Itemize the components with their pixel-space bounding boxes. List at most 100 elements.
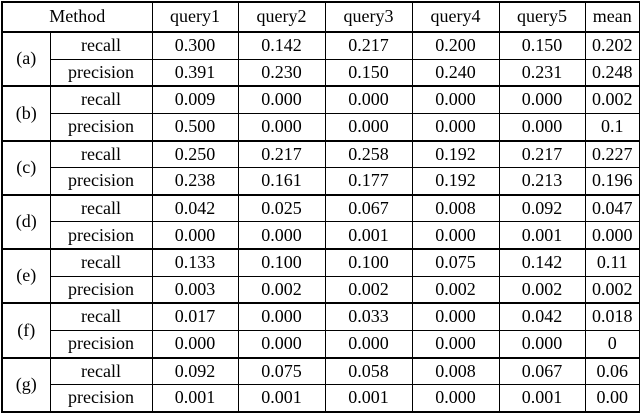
metric-label: precision	[49, 58, 153, 87]
method-cell: (a)	[1, 30, 51, 87]
value-cell: 0.133	[151, 248, 239, 277]
value-cell: 0.227	[584, 139, 640, 169]
value-cell: 0.047	[584, 193, 640, 223]
value-cell: 0.000	[237, 302, 326, 332]
value-cell: 0.002	[411, 275, 500, 304]
value-cell: 0.258	[324, 139, 413, 169]
value-cell: 0.009	[151, 85, 239, 114]
metric-label: precision	[49, 330, 153, 359]
column-header-query3: query3	[324, 1, 413, 33]
table-row: (b) recall 0.009 0.000 0.000 0.000 0.000 0.002	[1, 85, 640, 142]
method-cell: (d)	[1, 193, 51, 250]
table-row: precision 0.391 0.230 0.150 0.240 0.231 0.248	[2, 58, 640, 87]
metric-label: precision	[49, 167, 153, 196]
value-cell: 0.000	[411, 85, 500, 114]
value-cell: 0.000	[498, 85, 586, 114]
value-cell: 0.002	[237, 275, 326, 304]
metric-label: recall	[49, 193, 153, 223]
value-cell: 0.000	[237, 85, 326, 114]
table-row: (d) recall 0.042 0.025 0.067 0.008 0.092 0.047	[1, 193, 640, 250]
value-cell: 0.150	[498, 30, 586, 60]
value-cell: 0.003	[151, 275, 239, 304]
value-cell: 0.067	[324, 193, 413, 223]
value-cell: 0.001	[324, 221, 413, 250]
value-cell: 0.033	[324, 302, 413, 332]
value-cell: 0.002	[324, 275, 413, 304]
value-cell: 0.017	[151, 302, 239, 332]
value-cell: 0.000	[498, 112, 586, 142]
value-cell: 0.192	[411, 139, 500, 169]
value-cell: 0.240	[411, 58, 500, 87]
value-cell: 0.161	[237, 167, 326, 196]
value-cell: 0.142	[498, 248, 586, 277]
value-cell: 0.000	[411, 330, 500, 359]
value-cell: 0.075	[237, 356, 326, 386]
value-cell: 0.231	[498, 58, 586, 87]
metric-label: recall	[49, 356, 153, 386]
value-cell: 0.150	[324, 58, 413, 87]
value-cell: 0.008	[411, 193, 500, 223]
value-cell: 0.1	[584, 112, 640, 142]
metric-label: precision	[49, 384, 153, 413]
table-row: (f) recall 0.017 0.000 0.033 0.000 0.042 0.018	[1, 302, 640, 359]
metric-label: recall	[49, 139, 153, 169]
method-column-header: Method	[1, 1, 153, 33]
method-cell: (g)	[1, 356, 51, 413]
table-row: (a) recall 0.300 0.142 0.217 0.200 0.150 0.202	[1, 30, 640, 87]
value-cell: 0.025	[237, 193, 326, 223]
value-cell: 0.000	[237, 221, 326, 250]
table-row: (e) recall 0.133 0.100 0.100 0.075 0.142 0.11	[1, 248, 640, 304]
table-row: precision 0.000 0.000 0.001 0.000 0.001 0.000	[2, 221, 640, 250]
value-cell: 0.250	[151, 139, 239, 169]
value-cell: 0.001	[324, 384, 413, 413]
metric-label: precision	[49, 221, 153, 250]
value-cell: 0.002	[498, 275, 586, 304]
value-cell: 0.248	[584, 58, 640, 87]
value-cell: 0.213	[498, 167, 586, 196]
method-cell: (e)	[1, 248, 51, 304]
value-cell: 0.000	[411, 384, 500, 413]
method-cell: (c)	[1, 139, 51, 196]
value-cell: 0.217	[324, 30, 413, 60]
column-header-query2: query2	[237, 1, 326, 33]
value-cell: 0.000	[324, 330, 413, 359]
value-cell: 0.238	[151, 167, 239, 196]
table-row: (g) recall 0.092 0.075 0.058 0.008 0.067 0.06	[1, 356, 640, 413]
value-cell: 0.177	[324, 167, 413, 196]
metric-label: precision	[49, 275, 153, 304]
table-row: precision 0.000 0.000 0.000 0.000 0.000 0	[2, 330, 640, 359]
value-cell: 0.300	[151, 30, 239, 60]
value-cell: 0.202	[584, 30, 640, 60]
value-cell: 0.230	[237, 58, 326, 87]
value-cell: 0.008	[411, 356, 500, 386]
value-cell: 0.001	[498, 221, 586, 250]
table-row: precision 0.500 0.000 0.000 0.000 0.000 0.1	[2, 112, 640, 142]
value-cell: 0.002	[584, 275, 640, 304]
metric-label: recall	[49, 30, 153, 60]
metric-label: recall	[49, 85, 153, 114]
value-cell: 0.000	[411, 302, 500, 332]
value-cell: 0.000	[498, 330, 586, 359]
column-header-query5: query5	[498, 1, 586, 33]
table-row: (c) recall 0.250 0.217 0.258 0.192 0.217 0.227	[1, 139, 640, 196]
value-cell: 0.000	[151, 330, 239, 359]
table-row: precision 0.003 0.002 0.002 0.002 0.002 0.002	[2, 275, 640, 304]
value-cell: 0.196	[584, 167, 640, 196]
value-cell: 0.391	[151, 58, 239, 87]
value-cell: 0.000	[324, 112, 413, 142]
value-cell: 0.217	[498, 139, 586, 169]
metric-label: recall	[49, 302, 153, 332]
table-row: precision 0.001 0.001 0.001 0.000 0.001 0.00	[2, 384, 640, 413]
metric-label: recall	[49, 248, 153, 277]
value-cell: 0.092	[151, 356, 239, 386]
column-header-query1: query1	[151, 1, 239, 33]
value-cell: 0.001	[237, 384, 326, 413]
value-cell: 0.192	[411, 167, 500, 196]
value-cell: 0.06	[584, 356, 640, 386]
value-cell: 0.500	[151, 112, 239, 142]
value-cell: 0.142	[237, 30, 326, 60]
value-cell: 0.100	[237, 248, 326, 277]
value-cell: 0.200	[411, 30, 500, 60]
value-cell: 0.000	[237, 330, 326, 359]
